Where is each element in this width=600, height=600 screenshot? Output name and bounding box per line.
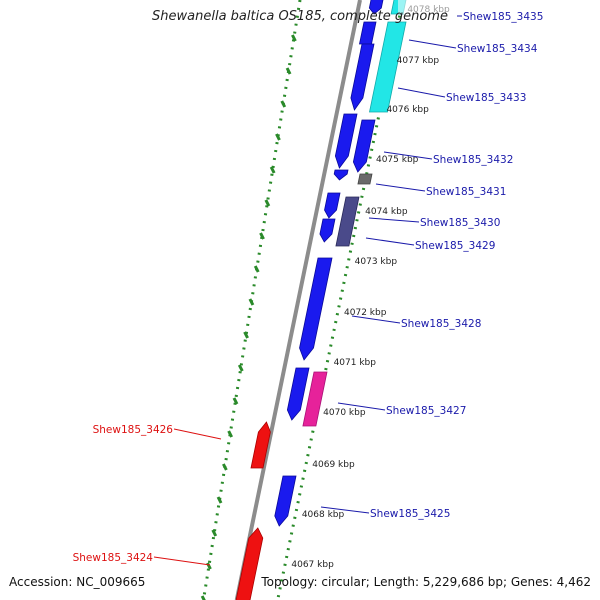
inner-scale-mark: [264, 199, 271, 207]
gene-label: Shew185_3433: [446, 92, 526, 104]
gene-label-leader: [173, 428, 222, 440]
scale-label: 4070 kbp: [323, 408, 366, 418]
scale-label: 4077 kbp: [397, 56, 440, 66]
inner-scale-mark: [243, 331, 249, 339]
gene-label: Shew185_3435: [463, 11, 543, 23]
scale-label: 4067 kbp: [291, 560, 334, 570]
gene-label-leader: [320, 506, 370, 514]
gray-feature-bar: [357, 173, 373, 185]
forward-gene-arrow: [352, 119, 376, 173]
forward-gene-arrow: [368, 0, 384, 15]
gene-label-leader: [383, 151, 433, 160]
reverse-gene-arrow: [250, 421, 271, 469]
forward-gene-arrow: [319, 218, 336, 243]
scale-label: 4074 kbp: [365, 207, 408, 217]
gene-label-leader: [351, 315, 401, 324]
gene-label: Shew185_3425: [370, 508, 450, 520]
inner-scale-mark: [211, 529, 218, 537]
accession-text: Accession: NC_009665: [9, 575, 146, 589]
inner-scale-mark: [222, 463, 228, 471]
inner-scale-mark: [280, 100, 287, 108]
inner-scale-mark: [269, 166, 276, 174]
gene-label: Shew185_3432: [433, 154, 513, 166]
dark-feature-bar: [335, 196, 360, 247]
scale-label: 4068 kbp: [302, 510, 345, 520]
gene-label: Shew185_3429: [415, 240, 495, 252]
inner-scale-mark: [291, 34, 297, 42]
inner-scale-mark: [200, 595, 206, 600]
forward-gene-arrow: [324, 192, 341, 219]
gene-label: Shew185_3426: [93, 424, 174, 436]
gene-label: Shew185_3434: [457, 43, 538, 55]
gene-label-leader: [375, 183, 426, 192]
genome-summary-text: Topology: circular; Length: 5,229,686 bp…: [261, 575, 591, 589]
magenta-feature-bar: [302, 371, 328, 427]
forward-gene-arrow: [350, 43, 375, 111]
genome-backbone-line: [234, 0, 362, 600]
inner-scale-mark: [253, 265, 260, 273]
forward-gene-arrow: [274, 475, 297, 527]
reverse-gene-arrow: [235, 527, 264, 600]
gene-label: Shew185_3430: [420, 217, 500, 229]
inner-scale-mark: [206, 562, 212, 570]
cyan-feature-bar: [369, 21, 407, 113]
scale-label: 4073 kbp: [355, 257, 398, 267]
inner-scale-mark: [216, 496, 223, 504]
gene-label: Shew185_3427: [386, 405, 466, 417]
inner-scale-mark: [237, 364, 244, 372]
gene-label: Shew185_3428: [401, 318, 481, 330]
inner-scale-mark: [275, 133, 281, 141]
inner-scale-mark: [248, 298, 255, 306]
scale-label: 4076 kbp: [386, 105, 429, 115]
top-fade-strip: [398, 0, 460, 14]
scale-label: 4072 kbp: [344, 308, 387, 318]
forward-gene-arrow: [334, 113, 358, 169]
forward-gene-arrow: [358, 21, 377, 45]
gene-label-leader: [368, 217, 420, 223]
inner-scale-mark: [259, 232, 265, 240]
inner-scale-mark: [227, 430, 234, 438]
gene-label: Shew185_3424: [73, 552, 154, 564]
forward-gene-arrow: [299, 257, 333, 361]
gene-label-leader: [153, 556, 211, 566]
scale-label: 4069 kbp: [312, 460, 355, 470]
map-title: Shewanella baltica OS185, complete genom…: [152, 9, 448, 24]
inner-scale-mark: [232, 397, 239, 405]
gene-label: Shew185_3431: [426, 186, 506, 198]
scale-label: 4075 kbp: [376, 155, 419, 165]
forward-gene-arrow: [333, 169, 349, 181]
gene-label-leader: [337, 402, 386, 411]
forward-gene-arrow: [286, 367, 310, 421]
inner-scale-mark: [285, 67, 292, 75]
gene-label-leader: [397, 87, 446, 98]
gene-label-leader: [365, 237, 415, 246]
scale-label: 4071 kbp: [334, 358, 377, 368]
gene-label-leader: [408, 39, 457, 49]
